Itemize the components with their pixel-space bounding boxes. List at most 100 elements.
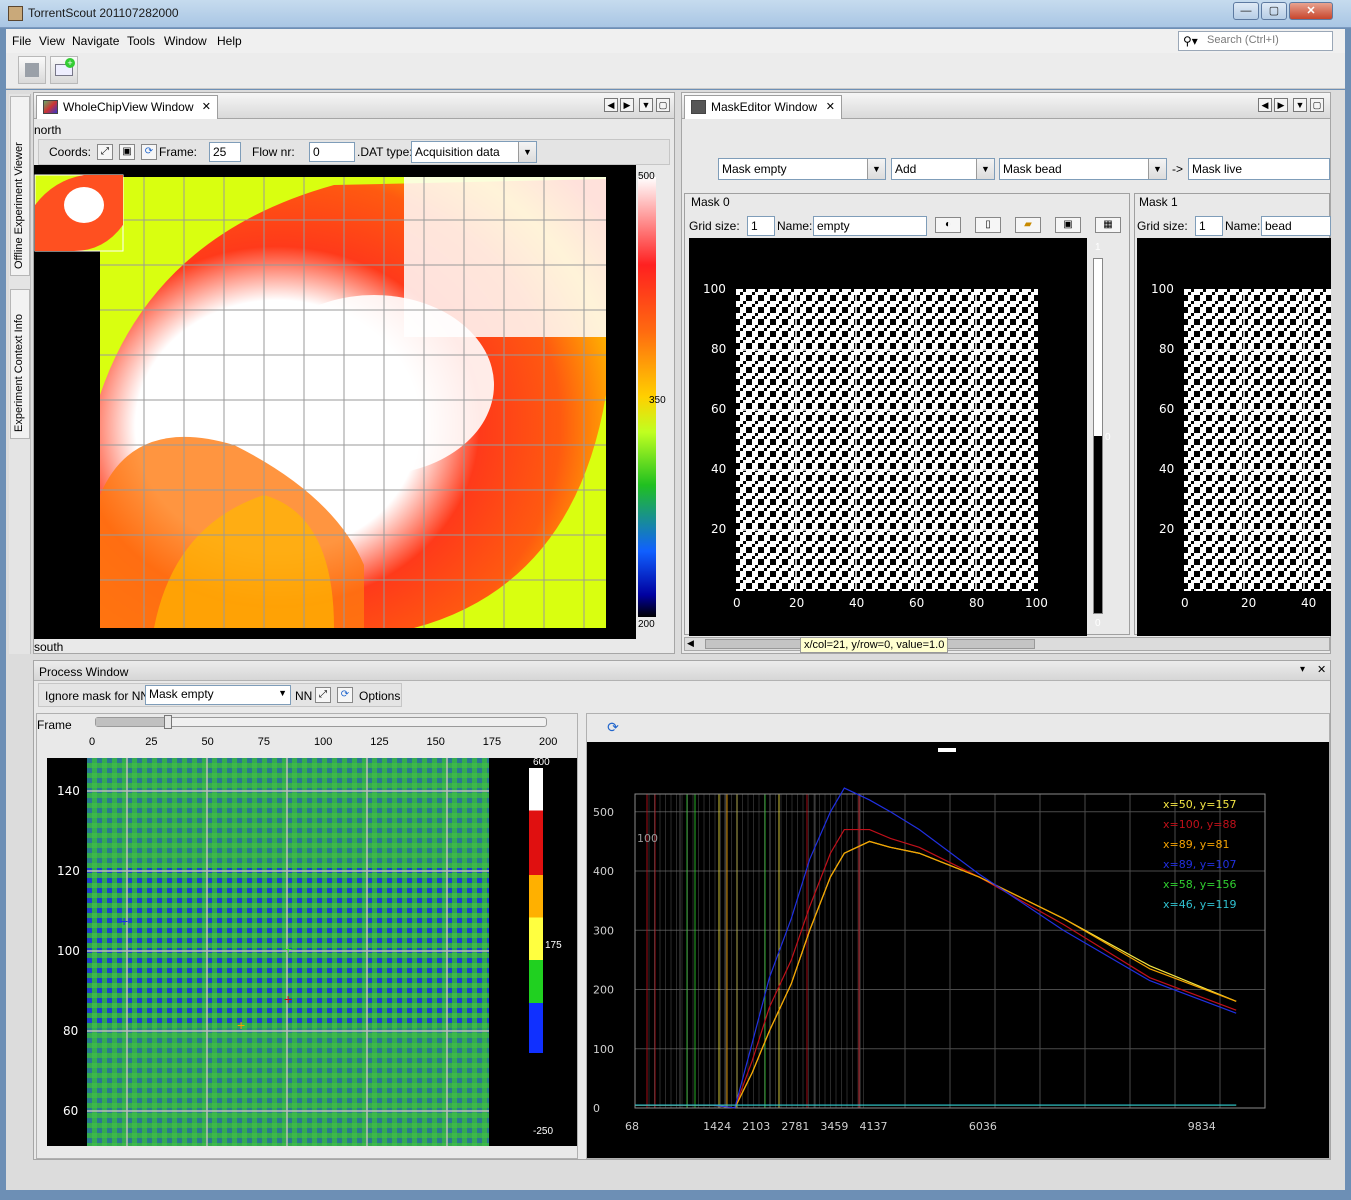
tab-wholechip[interactable]: WholeChipView Window ✕: [36, 95, 218, 119]
mask-b-select[interactable]: Mask bead ▼: [999, 158, 1167, 180]
scroll-right-icon[interactable]: ▶: [1274, 98, 1288, 112]
mask1-name-input[interactable]: bead: [1261, 216, 1331, 236]
tab-experiment-context-info[interactable]: Experiment Context Info: [10, 289, 30, 439]
wholechip-heatmap[interactable]: [34, 165, 636, 639]
close-tab-icon[interactable]: ✕: [825, 101, 835, 113]
refresh-icon[interactable]: ⟳: [141, 144, 157, 160]
chip-mid-region: [154, 495, 334, 628]
tab-maskeditor[interactable]: MaskEditor Window ✕: [684, 95, 842, 119]
mask1-ytick: 40: [1159, 462, 1175, 476]
mask1-plot[interactable]: 100 80 60 40 20 0 20 40: [1137, 238, 1331, 636]
close-panel-icon[interactable]: ✕: [1317, 664, 1327, 676]
chart-xtick-label: 2103: [742, 1120, 770, 1133]
mask0-xtick: 60: [909, 596, 925, 610]
flow-input[interactable]: 0: [309, 142, 355, 162]
heat-scale-max: 600: [533, 757, 550, 768]
mask0-grid-input[interactable]: 1: [747, 216, 775, 236]
scale-max: 500: [638, 171, 655, 182]
mask1-grid-input[interactable]: 1: [1195, 216, 1223, 236]
scale-min: 200: [638, 619, 655, 630]
mask0-ytick: 40: [711, 462, 727, 476]
mail-add-icon[interactable]: +: [50, 56, 78, 84]
scroll-right-icon[interactable]: ▶: [620, 98, 634, 112]
frame-slider-label: Frame: [37, 718, 72, 732]
heat-ytick: 60: [63, 1104, 79, 1118]
maximize-button[interactable]: ▢: [1261, 2, 1287, 20]
stack-icon[interactable]: [18, 56, 46, 84]
frame-heatmap[interactable]: + + + + +: [71, 758, 489, 1146]
operation-select[interactable]: Add ▼: [891, 158, 995, 180]
menu-view[interactable]: View: [39, 34, 65, 48]
refresh-icon[interactable]: ⟳: [337, 687, 353, 703]
clear-icon[interactable]: ▯: [975, 217, 1001, 233]
dropdown-icon[interactable]: ▼: [639, 98, 653, 112]
mask0-scale-mid: 0: [1105, 432, 1111, 443]
mask0-xtick: 0: [733, 596, 741, 610]
search-placeholder: Search (Ctrl+I): [1207, 34, 1279, 46]
scroll-left-icon[interactable]: ◀: [604, 98, 618, 112]
window-title: TorrentScout 201107282000: [28, 6, 179, 20]
ignore-mask-select[interactable]: Mask empty ▼: [145, 685, 291, 705]
invert-icon[interactable]: ◐: [935, 217, 961, 233]
maskeditor-header: MaskEditor Window ✕ ◀ ▶ ▼ ▢: [682, 93, 1330, 119]
coords-pick-icon[interactable]: ⤢: [97, 144, 113, 160]
random-mask-icon[interactable]: ▦: [1095, 217, 1121, 233]
save-icon[interactable]: ▣: [1055, 217, 1081, 233]
maskeditor-hscrollbar[interactable]: ◀: [684, 637, 1330, 651]
signal-chart[interactable]: 500 400 300 200 100 0 100 68 1424 2103 2781 3459 413…: [587, 742, 1329, 1158]
search-input[interactable]: ⚲▾ Search (Ctrl+I): [1178, 31, 1333, 51]
frame-slider-thumb[interactable]: [164, 715, 172, 729]
minimize-panel-icon[interactable]: ▾: [1300, 664, 1306, 675]
close-tab-icon[interactable]: ✕: [201, 101, 211, 113]
mask0-xtick: 20: [789, 596, 805, 610]
mask-a-select[interactable]: Mask empty ▼: [718, 158, 886, 180]
frame-slider[interactable]: [95, 715, 547, 729]
mask0-name-input[interactable]: empty: [813, 216, 927, 236]
chart-background[interactable]: 500 400 300 200 100 0 100 68 1424 2103 2781 3459 413…: [587, 742, 1329, 1158]
chart-ytick-label: 200: [593, 984, 614, 997]
heat-scale-min: -250: [533, 1126, 554, 1137]
heat-y-axis-bg: 140 120 100 80 60: [47, 758, 87, 1146]
open-folder-icon[interactable]: ▰: [1015, 217, 1041, 233]
dat-type-select[interactable]: Acquisition data ▼: [411, 141, 537, 163]
coords-pick-icon[interactable]: ⤢: [315, 687, 331, 703]
chart-series-line: [635, 787, 1237, 1109]
save-icon[interactable]: ▣: [119, 144, 135, 160]
dropdown-icon[interactable]: ▼: [1293, 98, 1307, 112]
menu-file[interactable]: File: [12, 34, 32, 48]
menu-tools[interactable]: Tools: [127, 34, 156, 48]
mask1-xtick: 20: [1241, 596, 1257, 610]
menu-help[interactable]: Help: [217, 34, 242, 48]
maximize-icon[interactable]: ▢: [656, 98, 670, 112]
mask0-title: Mask 0: [691, 195, 730, 209]
refresh-icon[interactable]: ⟳: [607, 719, 619, 735]
scroll-left-icon[interactable]: ◀: [687, 638, 694, 648]
chart-xtick-label: 1424: [703, 1120, 731, 1133]
mask1-grid-label: Grid size:: [1137, 219, 1188, 233]
chart-series-line: [635, 828, 1237, 1109]
tab-offline-experiment-viewer[interactable]: Offline Experiment Viewer: [10, 96, 30, 276]
minimize-button[interactable]: —: [1233, 2, 1259, 20]
menu-window[interactable]: Window: [164, 34, 207, 48]
frame-input[interactable]: 25: [209, 142, 241, 162]
close-button[interactable]: ✕: [1289, 2, 1333, 20]
mask-b-value: Mask bead: [1003, 162, 1062, 176]
maskeditor-panel: MaskEditor Window ✕ ◀ ▶ ▼ ▢ Mask empty ▼ …: [681, 92, 1331, 654]
menu-navigate[interactable]: Navigate: [72, 34, 120, 48]
wholechip-header: WholeChipView Window ✕ ◀ ▶ ▼ ▢: [34, 93, 674, 119]
mask1-ytick: 60: [1159, 402, 1175, 416]
scroll-left-icon[interactable]: ◀: [1258, 98, 1272, 112]
maximize-icon[interactable]: ▢: [1310, 98, 1324, 112]
south-label: south: [34, 640, 64, 654]
toolbar: +: [6, 53, 1345, 89]
wholechip-canvas[interactable]: [34, 165, 636, 639]
slider-tick-label: 0: [89, 736, 96, 748]
ignore-mask-label: Ignore mask for NN:: [45, 689, 153, 703]
mask0-plot[interactable]: 100 80 60 40 20 0 20 40 60 80 100: [689, 238, 1087, 636]
mask-c-select[interactable]: Mask live: [1188, 158, 1330, 180]
mask1-ytick: 80: [1159, 342, 1175, 356]
options-button[interactable]: Options: [359, 689, 401, 703]
heatmap-cells: [87, 758, 489, 1146]
frame-slider-fill: [96, 718, 168, 726]
chip-icon: [43, 100, 58, 114]
